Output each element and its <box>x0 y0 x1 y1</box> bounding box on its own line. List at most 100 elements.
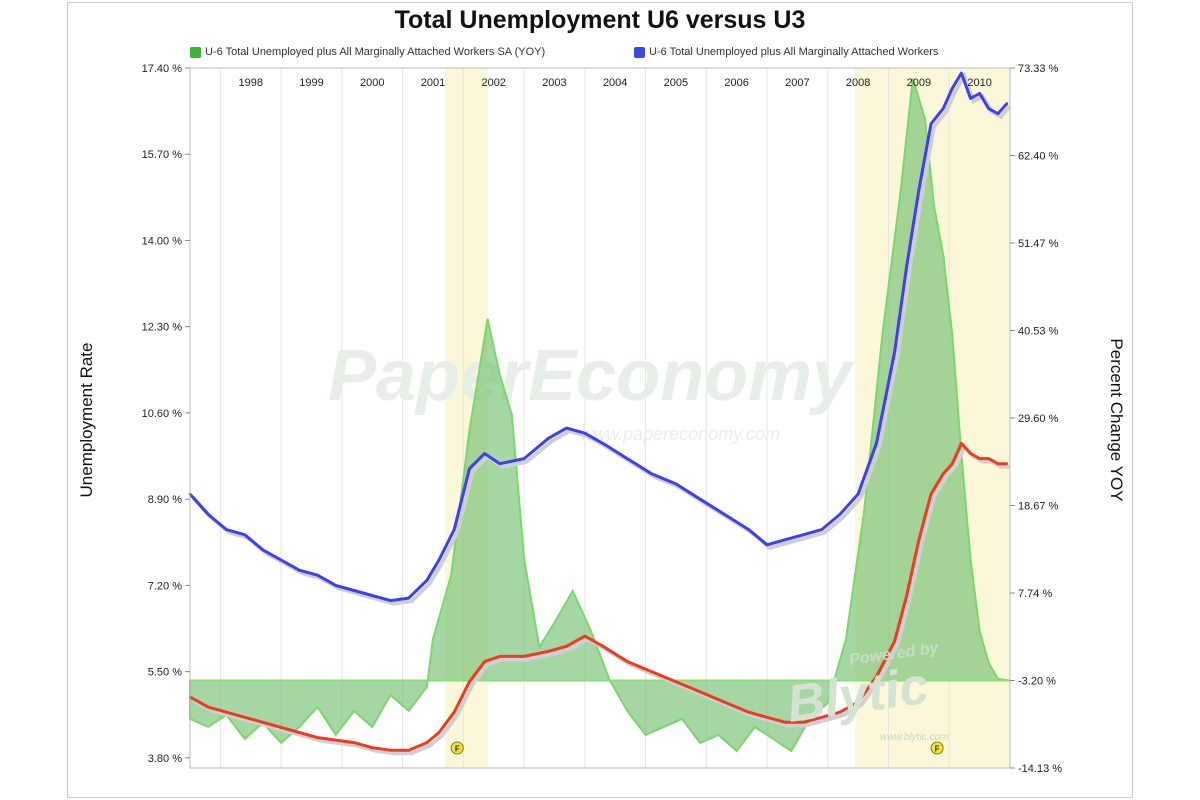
flag-label: F <box>455 745 460 754</box>
series-line-u3-point <box>547 650 550 653</box>
series-line-u6-point <box>917 188 921 191</box>
series-line-u3-point <box>856 700 860 704</box>
series-line-u6-point <box>483 452 486 455</box>
legend-item-u6[interactable]: U-6 Total Unemployed plus All Marginally… <box>634 46 938 58</box>
series-line-u3-point <box>905 594 908 597</box>
series-line-u6-point <box>437 558 441 562</box>
series-line-u3-point <box>820 716 823 719</box>
series-line-u3-point <box>929 492 933 496</box>
series-line-u6-point <box>820 528 823 531</box>
x-tick-label: 1998 <box>238 77 262 89</box>
series-line-u3-point <box>747 711 750 714</box>
watermark-powered-url: www.blytic.com <box>880 732 948 743</box>
series-line-u6-point <box>893 350 896 354</box>
series-line-u3-point <box>261 721 265 724</box>
series-line-u6-point <box>784 538 787 541</box>
series-line-u6-point <box>298 569 301 572</box>
series-line-u3-point <box>601 645 605 648</box>
series-line-u6-point <box>929 122 933 126</box>
watermark-brand: PaperEconomy <box>328 336 856 416</box>
series-area-yoy <box>189 78 1011 753</box>
y-right-tick-label: 40.53 % <box>1018 326 1059 338</box>
x-tick-label: 2001 <box>421 77 445 89</box>
series-line-u6-point <box>699 498 702 501</box>
series-line-u3-point <box>674 680 678 683</box>
series-line-u3-point <box>389 749 392 752</box>
x-tick-label: 2002 <box>481 77 505 89</box>
legend-swatch-green <box>190 46 201 58</box>
series-line-u6-point <box>425 579 429 582</box>
series-line-u3-point <box>838 711 842 714</box>
series-line-u6-point <box>747 528 750 531</box>
annotation-flag-0: F <box>450 741 464 755</box>
y-right-tick-label: 18.67 % <box>1018 500 1059 512</box>
series-line-u3-point <box>207 705 210 709</box>
series-line-u6-point <box>583 432 586 435</box>
series-line-u6-point <box>856 492 860 496</box>
series-line-u3-point <box>942 472 945 475</box>
series-line-u3-point <box>893 640 896 643</box>
series-line-u6-point <box>407 596 410 600</box>
y-left-tick-label: 8.90 % <box>148 494 182 506</box>
series-line-u3-point <box>453 711 456 714</box>
legend-item-yoy[interactable]: U-6 Total Unemployed plus All Marginally… <box>190 46 545 58</box>
series-line-u6-point <box>838 513 842 516</box>
series-line-u6-point <box>951 87 954 90</box>
y-left-tick-label: 15.70 % <box>142 149 183 161</box>
series-line-u6-point <box>371 594 374 597</box>
series-line-u3-point <box>334 738 337 742</box>
series-line-u3-point <box>565 645 568 648</box>
series-line-u3-point <box>650 670 653 673</box>
series-line-u6-point <box>802 533 805 536</box>
series-line-u3-point <box>969 452 972 455</box>
watermark-url: www.papereconomy.com <box>580 424 780 444</box>
series-line-u3-point <box>1005 462 1009 465</box>
flag-marker <box>930 741 944 755</box>
series-line-u6-point <box>942 107 945 110</box>
y-right-tick-label: 73.33 % <box>1018 63 1059 75</box>
series-line-u6-point <box>650 472 653 475</box>
series-line-u6-point <box>316 574 319 577</box>
series-line-u6-point <box>225 528 228 531</box>
y-right-tick-label: 62.40 % <box>1018 150 1059 162</box>
series-line-u6-point <box>905 264 908 267</box>
series-line-u6-point <box>765 543 769 546</box>
x-tick-label: 1999 <box>299 77 323 89</box>
legend-swatch-blue <box>634 46 645 58</box>
series-line-u6-point <box>243 533 246 536</box>
x-tick-label: 2007 <box>785 77 809 89</box>
y-left-tick-label: 10.60 % <box>142 408 183 420</box>
y-left-tick-label: 12.30 % <box>142 322 183 334</box>
series-line-u3-point <box>875 675 878 678</box>
y-right-tick-label: 29.60 % <box>1018 413 1059 425</box>
series-line-u6-point <box>626 457 629 460</box>
annotation-flag-1: F <box>930 741 944 755</box>
series-line-u6-point <box>207 513 210 516</box>
series-line-u6-point <box>453 528 456 531</box>
series-line-u3-point <box>316 736 319 739</box>
x-tick-label: 2008 <box>846 77 870 89</box>
series-line-u3-point <box>437 731 441 734</box>
x-tick-label: 2010 <box>967 77 991 89</box>
flag-label: F <box>935 745 940 754</box>
series-line-u3-point <box>298 731 301 734</box>
chart-title: Total Unemployment U6 versus U3 <box>394 6 806 34</box>
x-tick-label: 2004 <box>603 77 627 89</box>
y-right-tick-label: -14.13 % <box>1018 763 1062 775</box>
series-line-u3-point <box>279 726 283 729</box>
series-line-u3-point <box>978 457 981 460</box>
series-line-u3-point <box>243 716 246 719</box>
y-right-tick-label: 7.74 % <box>1018 588 1052 600</box>
series-line-u6-point <box>279 558 283 562</box>
series-line-u6-point <box>674 482 678 486</box>
series-line-u6-point <box>468 467 471 470</box>
x-tick-label: 2009 <box>907 77 931 89</box>
series-line-u6-point <box>969 97 972 100</box>
series-line-u6-point <box>261 548 265 552</box>
series-line-u3-point <box>522 655 526 658</box>
series-line-u3-point <box>425 741 429 744</box>
legend-label-yoy: U-6 Total Unemployed plus All Marginally… <box>205 46 546 58</box>
x-tick-label: 2000 <box>360 77 384 89</box>
series-line-u6-point <box>522 457 526 460</box>
series-line-u3-point <box>996 462 1000 465</box>
